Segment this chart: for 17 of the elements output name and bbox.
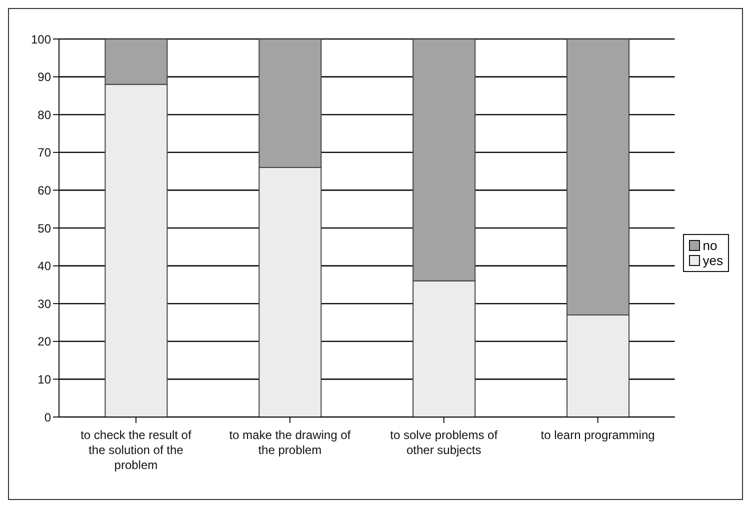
legend-label: yes [702,253,723,268]
x-tick-label: to solve problems of other subjects [390,428,498,457]
x-tick-label: to make the drawing of the problem [229,428,352,457]
y-tick-label: 50 [38,221,52,236]
y-tick-label: 100 [30,32,52,46]
legend-label: no [702,238,718,253]
x-tick-label: to learn programming [540,428,655,442]
x-tick-label: to check the result of the solution of the problem [80,428,192,472]
y-tick-label: 90 [38,70,52,84]
y-tick-label: 80 [38,108,52,122]
y-tick-label: 70 [38,146,52,160]
y-tick-label: 60 [38,183,52,198]
y-tick-label: 30 [38,296,52,311]
y-tick-label: 0 [44,410,52,424]
y-tick-label: 10 [38,372,52,386]
y-tick-label: 40 [38,259,52,274]
y-tick-label: 20 [38,334,52,349]
